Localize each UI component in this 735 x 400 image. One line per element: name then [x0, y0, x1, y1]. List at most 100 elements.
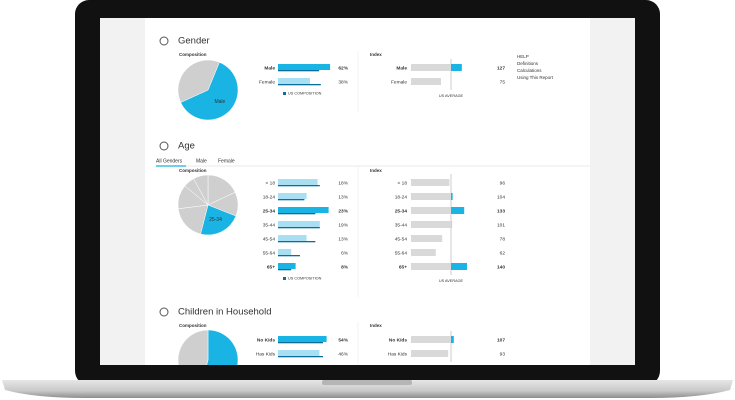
index-value: 107: [497, 337, 505, 343]
percent-label: 23%: [338, 208, 348, 214]
pie-slice: [206, 329, 239, 365]
row-label: 65+: [267, 264, 275, 270]
notch: [322, 380, 412, 385]
tab[interactable]: All Genders: [156, 158, 183, 164]
help-link[interactable]: Calculations: [517, 68, 542, 73]
index-bar: [411, 221, 451, 228]
index-value: 101: [497, 222, 505, 228]
index-bar-excess: [451, 263, 467, 270]
pie-slice: [177, 59, 220, 103]
index-bar: [411, 336, 451, 343]
index-row-label: Male: [396, 65, 407, 71]
help-title: HELP: [517, 54, 529, 59]
row-label: Has Kids: [256, 351, 276, 357]
percent-label: 54%: [338, 337, 348, 343]
tab[interactable]: Female: [218, 158, 235, 164]
section-icon: [159, 307, 169, 317]
composition-bar: [278, 235, 307, 241]
row-label: Female: [259, 79, 275, 85]
legend-label: US COMPOSITION: [288, 277, 322, 281]
index-label: Index: [370, 52, 382, 57]
index-row-label: Female: [391, 79, 407, 85]
percent-label: 13%: [338, 236, 348, 242]
us-composition-marker: [278, 269, 292, 271]
index-row-label: 18-24: [395, 194, 408, 200]
index-bar: [411, 207, 451, 214]
index-bar-excess: [451, 207, 465, 214]
index-row-label: No Kids: [389, 337, 407, 343]
composition-bar: [278, 207, 329, 213]
index-value: 75: [500, 79, 506, 85]
index-label: Index: [370, 168, 382, 173]
index-value: 104: [497, 194, 505, 200]
help-link[interactable]: Using This Report: [517, 75, 554, 80]
us-composition-marker: [278, 227, 320, 229]
section-title: Age: [178, 141, 195, 152]
index-bar: [411, 249, 436, 256]
composition-label: Composition: [179, 52, 207, 57]
composition-bar: [278, 263, 296, 269]
index-row-label: Has Kids: [388, 351, 408, 357]
index-bar: [411, 263, 451, 270]
index-row-label: 35-44: [395, 222, 408, 228]
pie-label: 25-34: [209, 217, 222, 223]
percent-label: 8%: [341, 264, 349, 270]
index-bar: [411, 78, 441, 85]
us-composition-marker: [278, 70, 320, 72]
index-bar: [411, 179, 450, 186]
section-title: Children in Household: [178, 307, 271, 318]
us-composition-marker: [278, 199, 305, 201]
index-row-label: 55-64: [395, 250, 408, 256]
composition-bar: [278, 336, 327, 342]
section-icon: [159, 141, 169, 151]
laptop-base: [2, 380, 733, 398]
composition-bar: [278, 193, 307, 199]
index-label: Index: [370, 323, 382, 328]
index-row-label: 45-54: [395, 236, 408, 242]
index-bar-excess: [451, 64, 462, 71]
help-link[interactable]: Definitions: [517, 61, 539, 66]
composition-label: Composition: [179, 168, 207, 173]
index-bar-excess: [451, 336, 454, 343]
row-label: 18-24: [263, 194, 276, 200]
row-label: 55-64: [263, 250, 276, 256]
composition-bar: [278, 64, 331, 70]
row-label: 25-34: [263, 208, 276, 214]
row-label: < 18: [266, 180, 276, 186]
percent-label: 18%: [338, 180, 348, 186]
index-bar: [411, 64, 451, 71]
index-value: 96: [500, 180, 506, 186]
average-label: US AVERAGE: [439, 94, 464, 98]
us-composition-marker: [278, 241, 316, 243]
percent-label: 62%: [338, 65, 348, 71]
composition-bar: [278, 78, 310, 84]
index-value: 133: [497, 208, 505, 214]
row-label: 45-54: [263, 236, 276, 242]
index-row-label: 65+: [399, 264, 407, 270]
index-bar: [411, 193, 451, 200]
index-row-label: < 18: [398, 180, 408, 186]
index-value: 62: [500, 250, 506, 256]
average-label: US AVERAGE: [439, 279, 464, 283]
tab[interactable]: Male: [196, 158, 207, 164]
composition-bar: [278, 249, 292, 255]
us-composition-marker: [278, 255, 300, 257]
composition-bar: [278, 179, 318, 185]
pie-slice: [177, 329, 209, 365]
index-value: 127: [497, 65, 505, 71]
legend-label: US COMPOSITION: [288, 92, 322, 96]
us-composition-marker: [278, 356, 323, 358]
index-bar: [411, 235, 443, 242]
section-title: Gender: [178, 36, 210, 47]
screen-content: HELP Definitions Calculations Using This Re…: [145, 18, 590, 365]
us-composition-marker: [278, 185, 320, 187]
us-composition-marker: [278, 84, 321, 86]
us-composition-marker: [278, 342, 323, 344]
index-row-label: 25-34: [395, 208, 408, 214]
index-value: 93: [500, 351, 506, 357]
index-value: 140: [497, 264, 505, 270]
composition-label: Composition: [179, 323, 207, 328]
us-composition-marker: [278, 213, 316, 215]
legend-swatch: [283, 277, 286, 280]
